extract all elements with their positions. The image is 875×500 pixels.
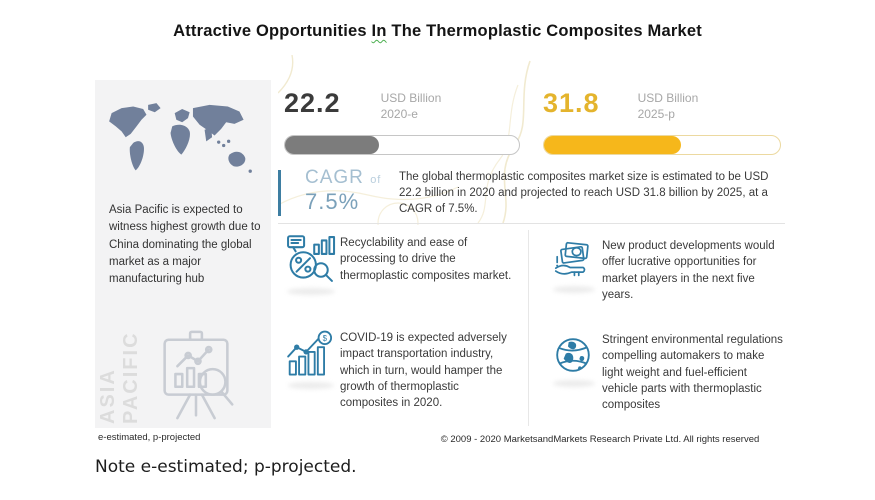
presentation-chart-magnifier-icon bbox=[163, 330, 234, 420]
recyclability-analysis-icon bbox=[287, 235, 336, 282]
icon-shadow bbox=[288, 382, 334, 389]
svg-text:$: $ bbox=[323, 334, 328, 343]
progress-bar-2020 bbox=[284, 135, 520, 155]
insight-text: COVID-19 is expected adversely impact tr… bbox=[340, 332, 507, 410]
page-note: Note e-estimated; p-projected. bbox=[95, 457, 357, 477]
copyright-text: © 2009 - 2020 MarketsandMarkets Research… bbox=[440, 434, 760, 445]
progress-fill-2020 bbox=[285, 136, 379, 154]
progress-bar-2025 bbox=[543, 135, 781, 155]
globe-icon bbox=[556, 338, 590, 372]
world-map-icon bbox=[109, 103, 252, 173]
insight-environmental-regulations: Stringent environmental regulations comp… bbox=[545, 326, 785, 430]
stat-2025-value: 31.8 bbox=[543, 88, 600, 118]
cagr-accent-rule bbox=[278, 170, 281, 216]
region-label-vertical: ASIA PACIFIC bbox=[97, 331, 142, 424]
cagr-block: CAGR of 7.5% bbox=[278, 167, 382, 216]
page-title: Attractive Opportunities In The Thermopl… bbox=[0, 22, 875, 41]
cagr-label: CAGR bbox=[305, 167, 364, 188]
title-spellcheck-word: In bbox=[371, 22, 387, 40]
money-hand-icon bbox=[554, 241, 589, 277]
stat-2025-year: 2025-p bbox=[637, 106, 675, 121]
insight-text: New product developments would offer luc… bbox=[602, 240, 775, 301]
vertical-divider bbox=[528, 230, 529, 426]
stat-2020-unit: USD Billion bbox=[380, 91, 442, 105]
title-part1: Attractive Opportunities bbox=[173, 22, 372, 40]
stat-2020-year: 2020-e bbox=[380, 106, 418, 121]
insight-new-products: New product developments would offer luc… bbox=[545, 230, 785, 322]
cagr-of: of bbox=[370, 174, 382, 186]
market-summary-text: The global thermoplastic composites mark… bbox=[399, 171, 769, 216]
stat-2025: 31.8 USD Billion 2025-p bbox=[543, 88, 785, 155]
icon-shadow bbox=[287, 288, 335, 295]
insight-text: Stringent environmental regulations comp… bbox=[602, 334, 783, 412]
progress-fill-2025 bbox=[544, 136, 681, 154]
stat-2020: 22.2 USD Billion 2020-e bbox=[284, 88, 524, 155]
insight-text: Recyclability and ease of processing to … bbox=[340, 237, 512, 282]
covid-impact-chart-icon: $ bbox=[287, 330, 333, 376]
cagr-value: 7.5% bbox=[305, 189, 360, 214]
estimate-footnote: e-estimated, p-projected bbox=[98, 432, 201, 443]
icon-shadow bbox=[553, 286, 595, 293]
icon-shadow bbox=[553, 380, 595, 387]
stat-2020-value: 22.2 bbox=[284, 88, 341, 118]
horizontal-divider bbox=[278, 223, 785, 224]
insight-covid-impact: $ COVID-19 is expected adversely impact … bbox=[283, 326, 523, 426]
title-part2: The Thermoplastic Composites Market bbox=[386, 22, 702, 40]
stat-2025-unit: USD Billion bbox=[637, 91, 699, 105]
insight-recyclability: Recyclability and ease of processing to … bbox=[283, 230, 523, 322]
region-insight-text: Asia Pacific is expected to witness high… bbox=[109, 204, 261, 285]
asia-pacific-panel: Asia Pacific is expected to witness high… bbox=[95, 80, 271, 428]
